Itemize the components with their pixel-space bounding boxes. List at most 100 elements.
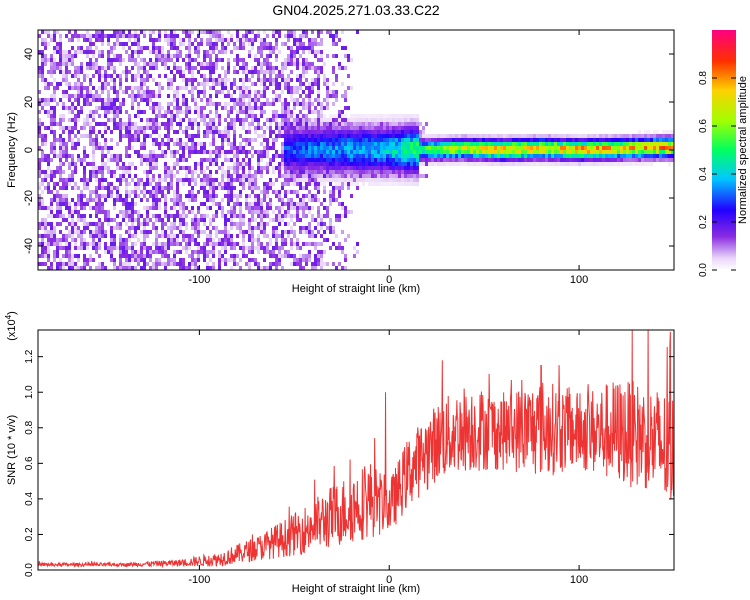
heatmap-cell	[92, 126, 95, 130]
heatmap-cell	[143, 190, 146, 194]
heatmap-cell	[248, 98, 251, 102]
heatmap-cell	[308, 126, 311, 130]
heatmap-cell	[41, 74, 44, 78]
heatmap-cell	[104, 242, 107, 246]
heatmap-cell	[557, 134, 560, 138]
heatmap-cell	[239, 146, 242, 150]
heatmap-cell	[209, 238, 212, 242]
heatmap-cell	[353, 154, 356, 158]
heatmap-cell	[314, 154, 317, 158]
heatmap-cell	[71, 110, 74, 114]
heatmap-cell	[92, 130, 95, 134]
heatmap-cell	[38, 118, 41, 122]
heatmap-cell	[383, 118, 386, 122]
heatmap-cell	[251, 30, 254, 34]
heatmap-cell	[62, 262, 65, 266]
heatmap-cell	[164, 202, 167, 206]
heatmap-cell	[185, 110, 188, 114]
heatmap-cell	[212, 62, 215, 66]
heatmap-cell	[215, 226, 218, 230]
heatmap-cell	[134, 122, 137, 126]
heatmap-cell	[305, 106, 308, 110]
heatmap-cell	[254, 82, 257, 86]
heatmap-cell	[143, 246, 146, 250]
heatmap-cell	[221, 162, 224, 166]
heatmap-cell	[419, 138, 422, 142]
heatmap-cell	[332, 34, 335, 38]
heatmap-cell	[44, 42, 47, 46]
heatmap-cell	[65, 206, 68, 210]
heatmap-cell	[302, 34, 305, 38]
heatmap-cell	[254, 198, 257, 202]
heatmap-cell	[539, 162, 542, 166]
heatmap-cell	[104, 186, 107, 190]
heatmap-cell	[491, 138, 494, 142]
heatmap-cell	[440, 162, 443, 166]
heatmap-cell	[206, 38, 209, 42]
heatmap-cell	[170, 70, 173, 74]
heatmap-cell	[326, 238, 329, 242]
heatmap-cell	[551, 146, 554, 150]
heatmap-cell	[104, 130, 107, 134]
heatmap-cell	[149, 170, 152, 174]
heatmap-cell	[164, 58, 167, 62]
heatmap-cell	[503, 138, 506, 142]
heatmap-cell	[149, 178, 152, 182]
heatmap-cell	[206, 174, 209, 178]
heatmap-cell	[167, 234, 170, 238]
heatmap-cell	[146, 122, 149, 126]
heatmap-cell	[164, 30, 167, 34]
heatmap-cell	[137, 154, 140, 158]
heatmap-cell	[119, 30, 122, 34]
heatmap-cell	[206, 66, 209, 70]
heatmap-cell	[110, 226, 113, 230]
heatmap-cell	[41, 238, 44, 242]
heatmap-cell	[473, 134, 476, 138]
heatmap-cell	[95, 146, 98, 150]
heatmap-cell	[317, 230, 320, 234]
heatmap-cell	[584, 162, 587, 166]
heatmap-cell	[404, 158, 407, 162]
heatmap-cell	[107, 58, 110, 62]
heatmap-cell	[173, 174, 176, 178]
heatmap-cell	[302, 202, 305, 206]
heatmap-cell	[410, 182, 413, 186]
heatmap-cell	[356, 146, 359, 150]
heatmap-cell	[74, 166, 77, 170]
heatmap-cell	[221, 46, 224, 50]
heatmap-cell	[401, 122, 404, 126]
heatmap-cell	[266, 162, 269, 166]
heatmap-cell	[320, 134, 323, 138]
heatmap-cell	[41, 102, 44, 106]
heatmap-cell	[464, 154, 467, 158]
heatmap-cell	[242, 126, 245, 130]
heatmap-cell	[257, 62, 260, 66]
heatmap-cell	[68, 202, 71, 206]
heatmap-cell	[296, 258, 299, 262]
heatmap-cell	[368, 138, 371, 142]
heatmap-cell	[467, 146, 470, 150]
heatmap-cell	[197, 134, 200, 138]
heatmap-cell	[146, 210, 149, 214]
heatmap-cell	[80, 178, 83, 182]
heatmap-cell	[329, 194, 332, 198]
heatmap-cell	[305, 166, 308, 170]
heatmap-cell	[197, 82, 200, 86]
heatmap-cell	[281, 122, 284, 126]
heatmap-cell	[260, 90, 263, 94]
heatmap-cell	[584, 142, 587, 146]
heatmap-cell	[233, 202, 236, 206]
heatmap-cell	[338, 166, 341, 170]
heatmap-cell	[119, 106, 122, 110]
heatmap-cell	[185, 82, 188, 86]
heatmap-cell	[41, 198, 44, 202]
heatmap-cell	[41, 70, 44, 74]
heatmap-cell	[311, 150, 314, 154]
heatmap-cell	[224, 46, 227, 50]
heatmap-cell	[104, 230, 107, 234]
heatmap-cell	[404, 146, 407, 150]
heatmap-cell	[287, 86, 290, 90]
heatmap-cell	[353, 158, 356, 162]
heatmap-cell	[263, 182, 266, 186]
